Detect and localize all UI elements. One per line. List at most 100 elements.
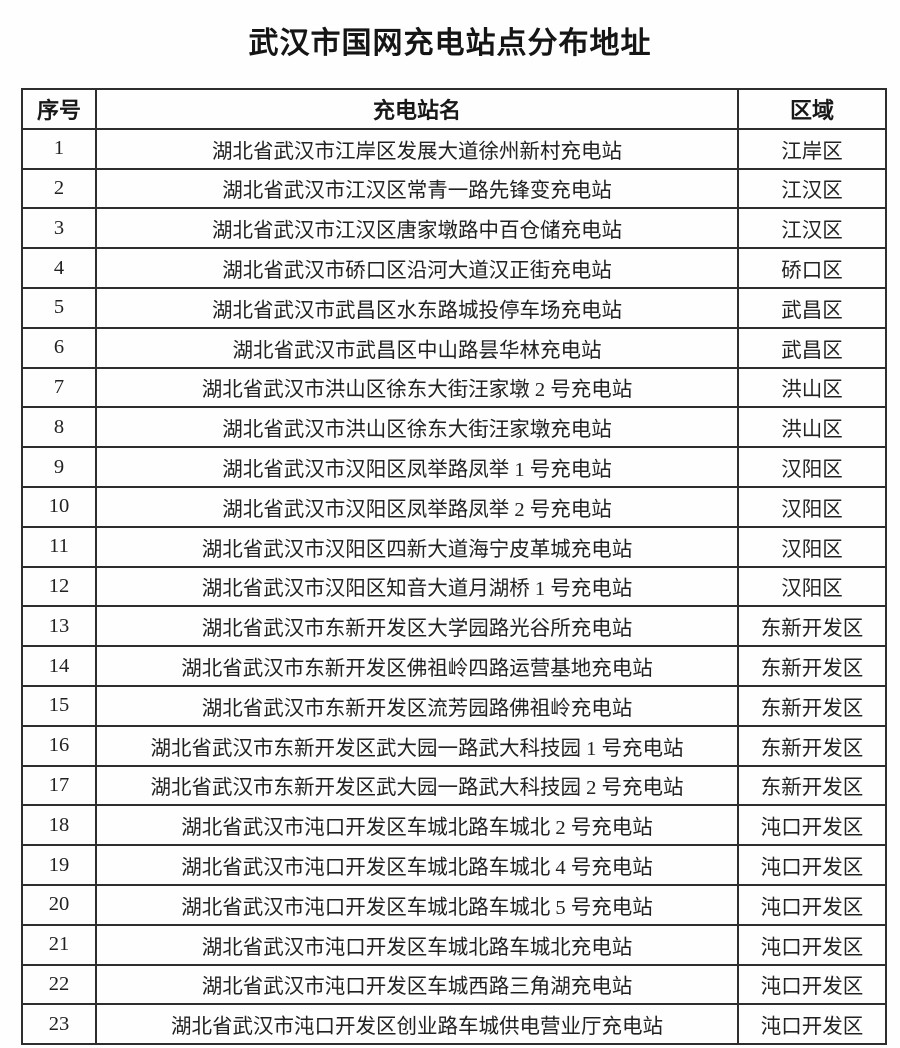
station-name-cell: 湖北省武汉市东新开发区武大园一路武大科技园 1 号充电站 — [95, 724, 739, 767]
row-number-cell: 21 — [21, 923, 97, 966]
district-cell: 汉阳区 — [737, 565, 887, 608]
station-name-cell: 湖北省武汉市沌口开发区车城北路车城北 4 号充电站 — [95, 844, 739, 886]
district-cell: 江汉区 — [737, 167, 887, 210]
district-cell: 江汉区 — [737, 207, 887, 250]
row-number-cell: 15 — [21, 684, 97, 727]
district-cell: 武昌区 — [737, 286, 887, 329]
station-name-cell: 湖北省武汉市东新开发区流芳园路佛祖岭充电站 — [95, 684, 739, 727]
row-number-cell: 12 — [21, 565, 97, 608]
row-number-cell: 3 — [21, 207, 97, 250]
station-name-cell: 湖北省武汉市江岸区发展大道徐州新村充电站 — [95, 127, 739, 170]
station-name-cell: 湖北省武汉市汉阳区凤举路凤举 2 号充电站 — [95, 485, 739, 528]
district-cell: 沌口开发区 — [737, 1003, 887, 1046]
row-number-cell: 22 — [21, 963, 97, 1006]
header-district: 区域 — [737, 88, 887, 130]
station-name-cell: 湖北省武汉市武昌区中山路昙华林充电站 — [95, 326, 739, 369]
row-number-cell: 17 — [21, 764, 97, 807]
district-cell: 硚口区 — [737, 247, 887, 289]
table-row: 6 湖北省武汉市武昌区中山路昙华林充电站 武昌区 — [21, 326, 887, 369]
district-cell: 洪山区 — [737, 366, 887, 409]
district-cell: 汉阳区 — [737, 446, 887, 488]
table-row: 23 湖北省武汉市沌口开发区创业路车城供电营业厅充电站 沌口开发区 — [21, 1003, 887, 1046]
table-row: 14 湖北省武汉市东新开发区佛祖岭四路运营基地充电站 东新开发区 — [21, 645, 887, 687]
row-number-cell: 4 — [21, 247, 97, 289]
table-row: 3 湖北省武汉市江汉区唐家墩路中百仓储充电站 江汉区 — [21, 207, 887, 250]
table-row: 4 湖北省武汉市硚口区沿河大道汉正街充电站 硚口区 — [21, 247, 887, 289]
district-cell: 武昌区 — [737, 326, 887, 369]
table-row: 1 湖北省武汉市江岸区发展大道徐州新村充电站 江岸区 — [21, 127, 887, 170]
station-name-cell: 湖北省武汉市武昌区水东路城投停车场充电站 — [95, 286, 739, 329]
table-row: 7 湖北省武汉市洪山区徐东大街汪家墩 2 号充电站 洪山区 — [21, 366, 887, 409]
station-name-cell: 湖北省武汉市洪山区徐东大街汪家墩 2 号充电站 — [95, 366, 739, 409]
row-number-cell: 6 — [21, 326, 97, 369]
station-name-cell: 湖北省武汉市硚口区沿河大道汉正街充电站 — [95, 247, 739, 289]
row-number-cell: 16 — [21, 724, 97, 767]
row-number-cell: 8 — [21, 406, 97, 449]
station-name-cell: 湖北省武汉市沌口开发区车城北路车城北 2 号充电站 — [95, 804, 739, 847]
station-name-cell: 湖北省武汉市沌口开发区创业路车城供电营业厅充电站 — [95, 1003, 739, 1046]
district-cell: 东新开发区 — [737, 684, 887, 727]
row-number-cell: 18 — [21, 804, 97, 847]
station-name-cell: 湖北省武汉市东新开发区大学园路光谷所充电站 — [95, 605, 739, 648]
district-cell: 沌口开发区 — [737, 804, 887, 847]
table-row: 22 湖北省武汉市沌口开发区车城西路三角湖充电站 沌口开发区 — [21, 963, 887, 1006]
table-row: 5 湖北省武汉市武昌区水东路城投停车场充电站 武昌区 — [21, 286, 887, 329]
station-name-cell: 湖北省武汉市江汉区唐家墩路中百仓储充电站 — [95, 207, 739, 250]
header-number: 序号 — [21, 88, 97, 130]
row-number-cell: 5 — [21, 286, 97, 329]
table-body: 1 湖北省武汉市江岸区发展大道徐州新村充电站 江岸区 2 湖北省武汉市江汉区常青一路先锋… — [21, 127, 887, 1046]
station-name-cell: 湖北省武汉市洪山区徐东大街汪家墩充电站 — [95, 406, 739, 449]
station-name-cell: 湖北省武汉市东新开发区佛祖岭四路运营基地充电站 — [95, 645, 739, 687]
charging-stations-table: 序号 充电站名 区域 1 湖北省武汉市江岸区发展大道徐州新村充电站 江岸区 2 湖北省武… — [21, 88, 887, 1046]
table-row: 16 湖北省武汉市东新开发区武大园一路武大科技园 1 号充电站 东新开发区 — [21, 724, 887, 767]
row-number-cell: 14 — [21, 645, 97, 687]
header-row: 序号 充电站名 区域 — [21, 88, 887, 130]
table-row: 17 湖北省武汉市东新开发区武大园一路武大科技园 2 号充电站 东新开发区 — [21, 764, 887, 807]
district-cell: 东新开发区 — [737, 764, 887, 807]
table-header: 序号 充电站名 区域 — [21, 88, 887, 130]
row-number-cell: 2 — [21, 167, 97, 210]
header-station-name: 充电站名 — [95, 88, 739, 130]
station-name-cell: 湖北省武汉市汉阳区知音大道月湖桥 1 号充电站 — [95, 565, 739, 608]
row-number-cell: 19 — [21, 844, 97, 886]
row-number-cell: 13 — [21, 605, 97, 648]
district-cell: 东新开发区 — [737, 724, 887, 767]
table-row: 2 湖北省武汉市江汉区常青一路先锋变充电站 江汉区 — [21, 167, 887, 210]
table-row: 8 湖北省武汉市洪山区徐东大街汪家墩充电站 洪山区 — [21, 406, 887, 449]
table-row: 19 湖北省武汉市沌口开发区车城北路车城北 4 号充电站 沌口开发区 — [21, 844, 887, 886]
station-name-cell: 湖北省武汉市江汉区常青一路先锋变充电站 — [95, 167, 739, 210]
station-name-cell: 湖北省武汉市东新开发区武大园一路武大科技园 2 号充电站 — [95, 764, 739, 807]
table-row: 10 湖北省武汉市汉阳区凤举路凤举 2 号充电站 汉阳区 — [21, 485, 887, 528]
table-row: 15 湖北省武汉市东新开发区流芳园路佛祖岭充电站 东新开发区 — [21, 684, 887, 727]
table-row: 20 湖北省武汉市沌口开发区车城北路车城北 5 号充电站 沌口开发区 — [21, 883, 887, 926]
district-cell: 江岸区 — [737, 127, 887, 170]
row-number-cell: 10 — [21, 485, 97, 528]
station-name-cell: 湖北省武汉市沌口开发区车城北路车城北 5 号充电站 — [95, 883, 739, 926]
district-cell: 汉阳区 — [737, 485, 887, 528]
district-cell: 洪山区 — [737, 406, 887, 449]
row-number-cell: 20 — [21, 883, 97, 926]
station-name-cell: 湖北省武汉市沌口开发区车城西路三角湖充电站 — [95, 963, 739, 1006]
station-name-cell: 湖北省武汉市汉阳区凤举路凤举 1 号充电站 — [95, 446, 739, 488]
row-number-cell: 1 — [21, 127, 97, 170]
row-number-cell: 11 — [21, 525, 97, 568]
district-cell: 沌口开发区 — [737, 844, 887, 886]
page-title: 武汉市国网充电站点分布地址 — [248, 27, 652, 60]
row-number-cell: 7 — [21, 366, 97, 409]
district-cell: 沌口开发区 — [737, 963, 887, 1006]
table-row: 9 湖北省武汉市汉阳区凤举路凤举 1 号充电站 汉阳区 — [21, 446, 887, 488]
row-number-cell: 9 — [21, 446, 97, 488]
district-cell: 东新开发区 — [737, 645, 887, 687]
table-row: 13 湖北省武汉市东新开发区大学园路光谷所充电站 东新开发区 — [21, 605, 887, 648]
station-name-cell: 湖北省武汉市沌口开发区车城北路车城北充电站 — [95, 923, 739, 966]
district-cell: 汉阳区 — [737, 525, 887, 568]
table-row: 18 湖北省武汉市沌口开发区车城北路车城北 2 号充电站 沌口开发区 — [21, 804, 887, 847]
table-row: 12 湖北省武汉市汉阳区知音大道月湖桥 1 号充电站 汉阳区 — [21, 565, 887, 608]
row-number-cell: 23 — [21, 1003, 97, 1046]
district-cell: 东新开发区 — [737, 605, 887, 648]
table-row: 21 湖北省武汉市沌口开发区车城北路车城北充电站 沌口开发区 — [21, 923, 887, 966]
district-cell: 沌口开发区 — [737, 923, 887, 966]
station-name-cell: 湖北省武汉市汉阳区四新大道海宁皮革城充电站 — [95, 525, 739, 568]
district-cell: 沌口开发区 — [737, 883, 887, 926]
table-row: 11 湖北省武汉市汉阳区四新大道海宁皮革城充电站 汉阳区 — [21, 525, 887, 568]
